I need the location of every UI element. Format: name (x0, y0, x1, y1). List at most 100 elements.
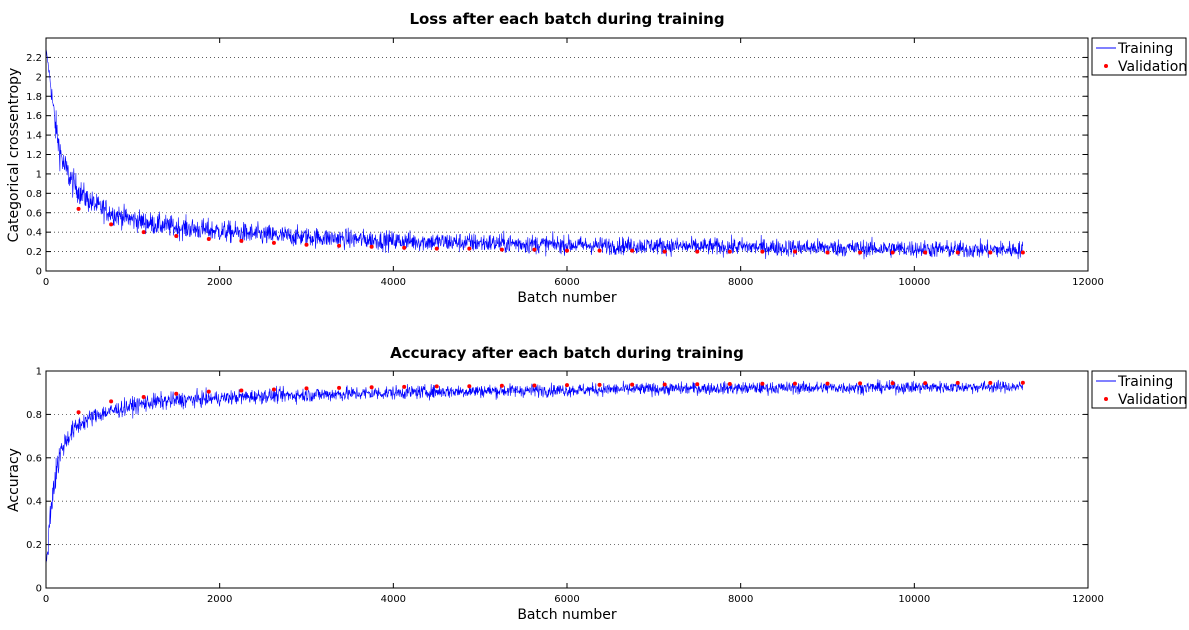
loss-legend-label-training: Training (1117, 41, 1173, 57)
loss-validation-point (239, 238, 244, 243)
loss-validation-point (923, 250, 928, 255)
accuracy-legend-label-training: Training (1117, 374, 1173, 390)
accuracy-xtick-label: 4000 (381, 594, 406, 605)
accuracy-chart-ylabel: Accuracy (6, 448, 22, 512)
loss-validation-point (402, 245, 407, 250)
accuracy-validation-point (695, 382, 700, 387)
loss-ytick-label: 0 (36, 267, 42, 278)
accuracy-validation-point (597, 382, 602, 387)
accuracy-ytick-label: 0.2 (26, 540, 42, 551)
loss-ytick-label: 0.4 (26, 228, 42, 239)
accuracy-validation-point (467, 384, 472, 389)
loss-chart: Loss after each batch during training Ba… (6, 10, 1187, 306)
loss-validation-point (760, 249, 765, 254)
loss-xtick-label: 4000 (381, 277, 406, 288)
accuracy-plot-area: 0 0.2 0.4 0.6 0.8 1 0 2000 4000 6000 8000 10000 1200… (26, 367, 1104, 606)
accuracy-validation-point (271, 387, 276, 392)
loss-ytick-label: 1.8 (26, 92, 42, 103)
loss-validation-point (565, 248, 569, 253)
accuracy-ytick-label: 1 (36, 367, 42, 378)
loss-validation-point (206, 236, 211, 241)
accuracy-validation-point (434, 384, 439, 389)
accuracy-validation-point (206, 389, 211, 394)
loss-validation-point (109, 222, 114, 227)
loss-legend: Training Validation (1091, 37, 1187, 76)
loss-chart-title: Loss after each batch during training (409, 10, 724, 28)
loss-xtick-label: 6000 (554, 277, 579, 288)
loss-validation-point (792, 249, 797, 254)
loss-xtick-label: 8000 (728, 277, 753, 288)
loss-xtick-label: 2000 (207, 277, 232, 288)
loss-validation-point (1020, 250, 1025, 255)
loss-ytick-label: 0.2 (26, 247, 42, 258)
loss-validation-point (499, 247, 504, 252)
accuracy-validation-point (727, 382, 732, 387)
loss-validation-point (76, 206, 81, 211)
loss-validation-point (467, 246, 472, 251)
accuracy-ytick-label: 0.6 (26, 453, 42, 464)
loss-validation-point (141, 230, 146, 235)
loss-plot-area: 0 0.2 0.4 0.6 0.8 1 1.2 1.4 1.6 1.8 2 2.2 0 2000 4000 6… (26, 37, 1104, 288)
loss-xtick-label: 0 (43, 277, 49, 288)
accuracy-validation-point (988, 380, 993, 385)
accuracy-validation-point (304, 386, 309, 391)
loss-validation-point (597, 248, 602, 253)
loss-validation-point (662, 249, 667, 254)
accuracy-xtick-label: 12000 (1072, 594, 1104, 605)
loss-chart-ylabel: Categorical crossentropy (6, 68, 22, 243)
loss-validation-point (890, 250, 895, 255)
accuracy-chart-xlabel: Batch number (517, 607, 617, 623)
accuracy-xtick-label: 6000 (554, 594, 579, 605)
accuracy-validation-point (337, 385, 342, 390)
accuracy-ytick-label: 0.4 (26, 497, 42, 508)
accuracy-legend-label-validation: Validation (1118, 392, 1187, 408)
loss-ytick-label: 1.4 (26, 131, 42, 142)
loss-ytick-label: 2.2 (26, 53, 42, 64)
loss-legend-label-validation: Validation (1118, 59, 1187, 75)
loss-chart-xlabel: Batch number (517, 290, 617, 306)
accuracy-xtick-label: 8000 (728, 594, 753, 605)
accuracy-legend: Training Validation (1091, 370, 1187, 409)
accuracy-validation-point (792, 381, 797, 386)
accuracy-validation-point (825, 381, 830, 386)
accuracy-chart-title: Accuracy after each batch during trainin… (390, 344, 744, 362)
accuracy-legend-swatch-validation (1104, 397, 1108, 401)
loss-validation-point (369, 244, 374, 249)
accuracy-chart: Accuracy after each batch during trainin… (6, 344, 1187, 623)
loss-ytick-label: 1.6 (26, 111, 42, 122)
accuracy-validation-point (890, 381, 895, 386)
loss-ytick-label: 0.6 (26, 208, 42, 219)
accuracy-ytick-label: 0.8 (26, 410, 42, 421)
loss-series-training (45, 47, 1023, 260)
accuracy-validation-point (499, 383, 504, 388)
loss-legend-swatch-validation (1104, 64, 1108, 68)
loss-validation-point (532, 247, 537, 252)
accuracy-validation-point (369, 385, 374, 390)
loss-validation-point (271, 240, 276, 245)
loss-validation-point (174, 234, 179, 239)
accuracy-validation-point (630, 382, 635, 387)
accuracy-ytick-label: 0 (36, 584, 42, 595)
accuracy-validation-point (955, 380, 960, 385)
accuracy-xtick-label: 10000 (898, 594, 930, 605)
accuracy-validation-point (239, 388, 244, 393)
loss-validation-point (304, 242, 309, 247)
loss-legend-box (1091, 37, 1187, 76)
accuracy-axes-frame (45, 370, 1089, 589)
accuracy-legend-box (1091, 370, 1187, 409)
accuracy-validation-point (174, 391, 179, 396)
accuracy-validation-point (662, 382, 667, 387)
loss-validation-point (727, 249, 732, 254)
loss-validation-point (434, 246, 439, 251)
loss-validation-point (858, 250, 863, 255)
accuracy-validation-point (141, 395, 146, 400)
loss-ytick-label: 1 (36, 169, 42, 180)
accuracy-validation-point (402, 384, 407, 389)
accuracy-xtick-label: 0 (43, 594, 49, 605)
loss-axes-frame (45, 37, 1089, 272)
loss-validation-point (337, 243, 342, 248)
loss-xtick-label: 12000 (1072, 277, 1104, 288)
loss-ytick-label: 1.2 (26, 150, 42, 161)
accuracy-validation-point (76, 410, 81, 415)
